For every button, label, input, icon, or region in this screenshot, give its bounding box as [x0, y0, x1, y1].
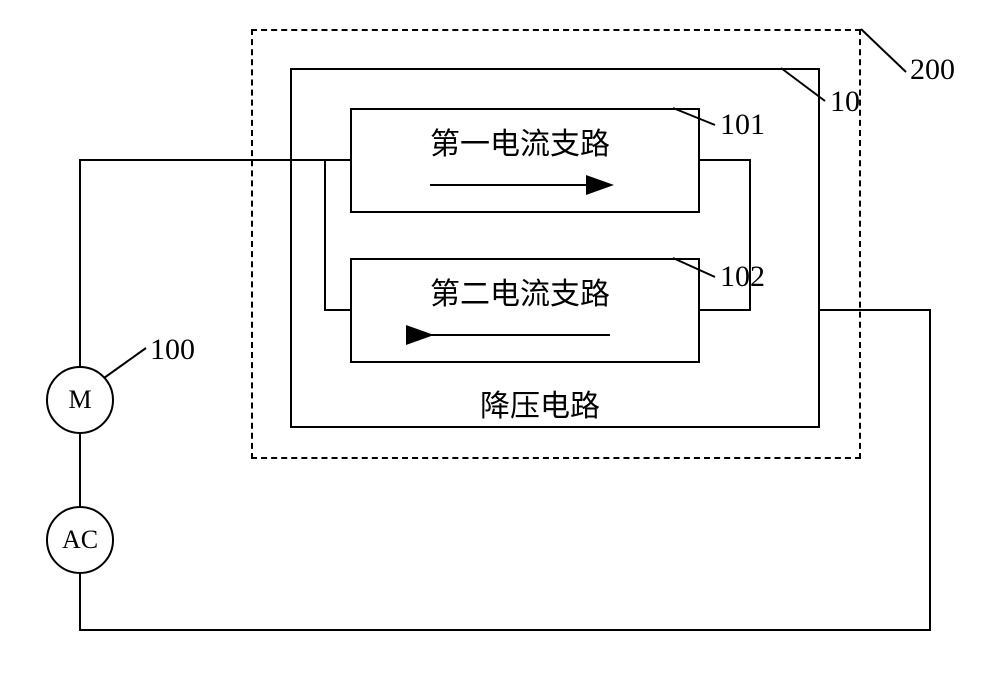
ac-text: AC [62, 525, 98, 555]
ref-101: 101 [720, 110, 765, 140]
ac-source-symbol: AC [46, 506, 114, 574]
ref-102: 102 [720, 262, 765, 292]
ref-200: 200 [910, 55, 955, 85]
branch1-label: 第一电流支路 [430, 130, 610, 160]
step-down-circuit-label: 降压电路 [480, 392, 600, 422]
branch2-label: 第二电流支路 [430, 280, 610, 310]
motor-text: M [68, 385, 91, 415]
motor-symbol: M [46, 366, 114, 434]
ref-100: 100 [150, 335, 195, 365]
ref-10: 10 [830, 87, 860, 117]
diagram-stage: 200 降压电路 10 第一电流支路 101 第二电流支路 102 M 100 … [0, 0, 1000, 685]
